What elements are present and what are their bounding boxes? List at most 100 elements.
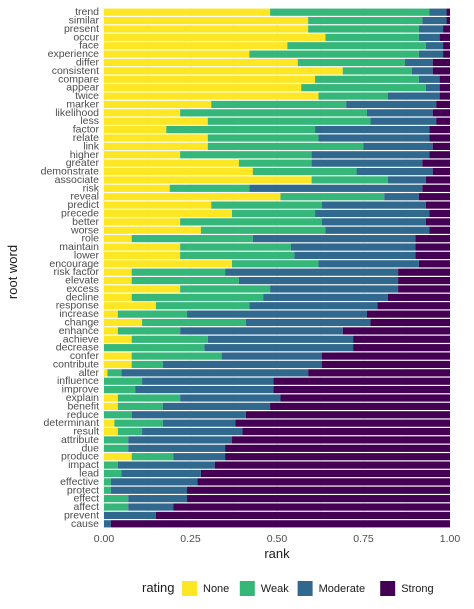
- bar-segment-strong: [321, 352, 450, 360]
- bar-segment-none: [104, 335, 132, 343]
- legend: rating None Weak Moderate Strong: [142, 580, 434, 596]
- legend-label-moderate: Moderate: [319, 583, 365, 595]
- x-tick-label: 0.50: [267, 533, 288, 545]
- legend-title: rating: [142, 580, 175, 595]
- y-tick-label: alter: [79, 367, 100, 379]
- y-tick-label: predict: [67, 199, 99, 211]
- bar-segment-none: [104, 209, 233, 218]
- x-tick-labels: 0.00 0.25 0.50 0.75 1.00: [94, 533, 461, 545]
- y-tick-label: encourage: [49, 258, 99, 270]
- bar-segment-weak: [207, 117, 371, 125]
- bar-segment-none: [104, 327, 118, 335]
- y-tick-label: experience: [48, 48, 100, 60]
- bar-segment-moderate: [418, 75, 440, 83]
- bar-segment-moderate: [366, 109, 433, 117]
- bar-segment-moderate: [321, 218, 426, 226]
- bar-segment-strong: [446, 8, 450, 16]
- bar-segment-moderate: [384, 193, 419, 201]
- bar-segment-moderate: [411, 67, 433, 75]
- y-tick-label: less: [80, 115, 99, 127]
- bar-segment-moderate: [180, 327, 343, 335]
- bar-segment-strong: [155, 511, 450, 520]
- y-tick-label: explain: [66, 392, 99, 404]
- bar-segment-none: [104, 352, 132, 360]
- x-tick-label: 1.00: [440, 533, 461, 545]
- bar-segment-moderate: [311, 151, 430, 159]
- y-tick-label: influence: [57, 375, 99, 387]
- bar-segment-weak: [131, 360, 163, 369]
- bar-segment-moderate: [110, 478, 198, 486]
- bar-segment-moderate: [221, 352, 322, 360]
- bar-segment-moderate: [135, 386, 274, 394]
- y-tick-label: face: [79, 40, 99, 52]
- y-tick-label: protect: [67, 484, 99, 496]
- bar-segment-moderate: [225, 268, 399, 276]
- y-tick-label: occur: [73, 31, 99, 43]
- legend-label-strong: Strong: [401, 583, 433, 595]
- x-tick-label: 0.00: [94, 533, 115, 545]
- bar-segment-strong: [429, 126, 450, 134]
- bar-segment-weak: [315, 75, 419, 83]
- y-tick-label: worse: [70, 224, 99, 236]
- bar-segment-moderate: [245, 318, 371, 327]
- bar-segment-weak: [238, 159, 312, 167]
- y-tick-label: similar: [69, 15, 100, 27]
- bar-segment-moderate: [311, 159, 423, 167]
- bar-segment-none: [104, 310, 118, 318]
- bar-segment-strong: [415, 243, 450, 251]
- bar-segment-strong: [308, 369, 450, 377]
- bar-segment-weak: [180, 151, 312, 159]
- bar-segment-weak: [131, 335, 208, 343]
- bar-segment-none: [104, 167, 253, 176]
- bar-segment-weak: [252, 167, 357, 176]
- bar-segment-none: [104, 84, 302, 92]
- y-tick-label: cause: [71, 518, 99, 530]
- bar-segment-moderate: [325, 226, 430, 234]
- y-tick-label: present: [64, 23, 99, 35]
- bar-segment-weak: [131, 352, 222, 360]
- x-tick-label: 0.75: [353, 533, 374, 545]
- bar-segment-weak: [308, 16, 423, 25]
- bar-segment-none: [104, 134, 208, 142]
- y-tick-label: contribute: [53, 358, 99, 370]
- bar-segment-moderate: [315, 126, 430, 134]
- y-tick-label: precede: [61, 207, 99, 219]
- bar-segment-moderate: [405, 58, 433, 67]
- y-tick-label: appear: [66, 82, 99, 94]
- bar-segment-strong: [245, 411, 450, 419]
- bar-segment-strong: [273, 377, 450, 385]
- bar-segment-weak: [318, 92, 388, 100]
- bar-segment-weak: [280, 193, 385, 201]
- bar-segment-none: [104, 159, 239, 167]
- y-tick-label: confer: [70, 350, 100, 362]
- bar-segment-none: [104, 394, 118, 402]
- bar-segment-weak: [104, 436, 129, 444]
- bar-segment-weak: [107, 369, 122, 377]
- bar-segment-moderate: [418, 33, 440, 41]
- bar-segment-strong: [366, 310, 450, 318]
- bar-segment-strong: [436, 117, 450, 125]
- bar-segment-weak: [131, 268, 226, 276]
- bar-segment-weak: [104, 386, 136, 394]
- y-tick-label: greater: [66, 157, 100, 169]
- bar-segment-none: [104, 276, 132, 285]
- bar-segment-none: [104, 226, 201, 234]
- bar-segment-none: [104, 302, 156, 310]
- bar-segment-none: [104, 100, 212, 109]
- bar-segment-moderate: [422, 16, 447, 25]
- bar-segment-none: [104, 184, 170, 192]
- bar-segment-strong: [429, 134, 450, 142]
- bar-segment-none: [104, 235, 132, 243]
- bar-segment-none: [104, 453, 132, 461]
- bar-segment-weak: [308, 25, 419, 33]
- bar-segment-weak: [287, 42, 426, 50]
- bar-segment-moderate: [117, 461, 215, 469]
- y-tick-label: factor: [73, 124, 100, 136]
- bar-segment-weak: [131, 453, 174, 461]
- y-tick-label: better: [72, 216, 99, 228]
- y-tick-label: determinant: [44, 417, 100, 429]
- y-tick-label: reveal: [70, 191, 99, 203]
- legend-swatch-none: [182, 581, 197, 596]
- bar-segment-strong: [446, 16, 450, 25]
- bar-segment-strong: [432, 109, 450, 117]
